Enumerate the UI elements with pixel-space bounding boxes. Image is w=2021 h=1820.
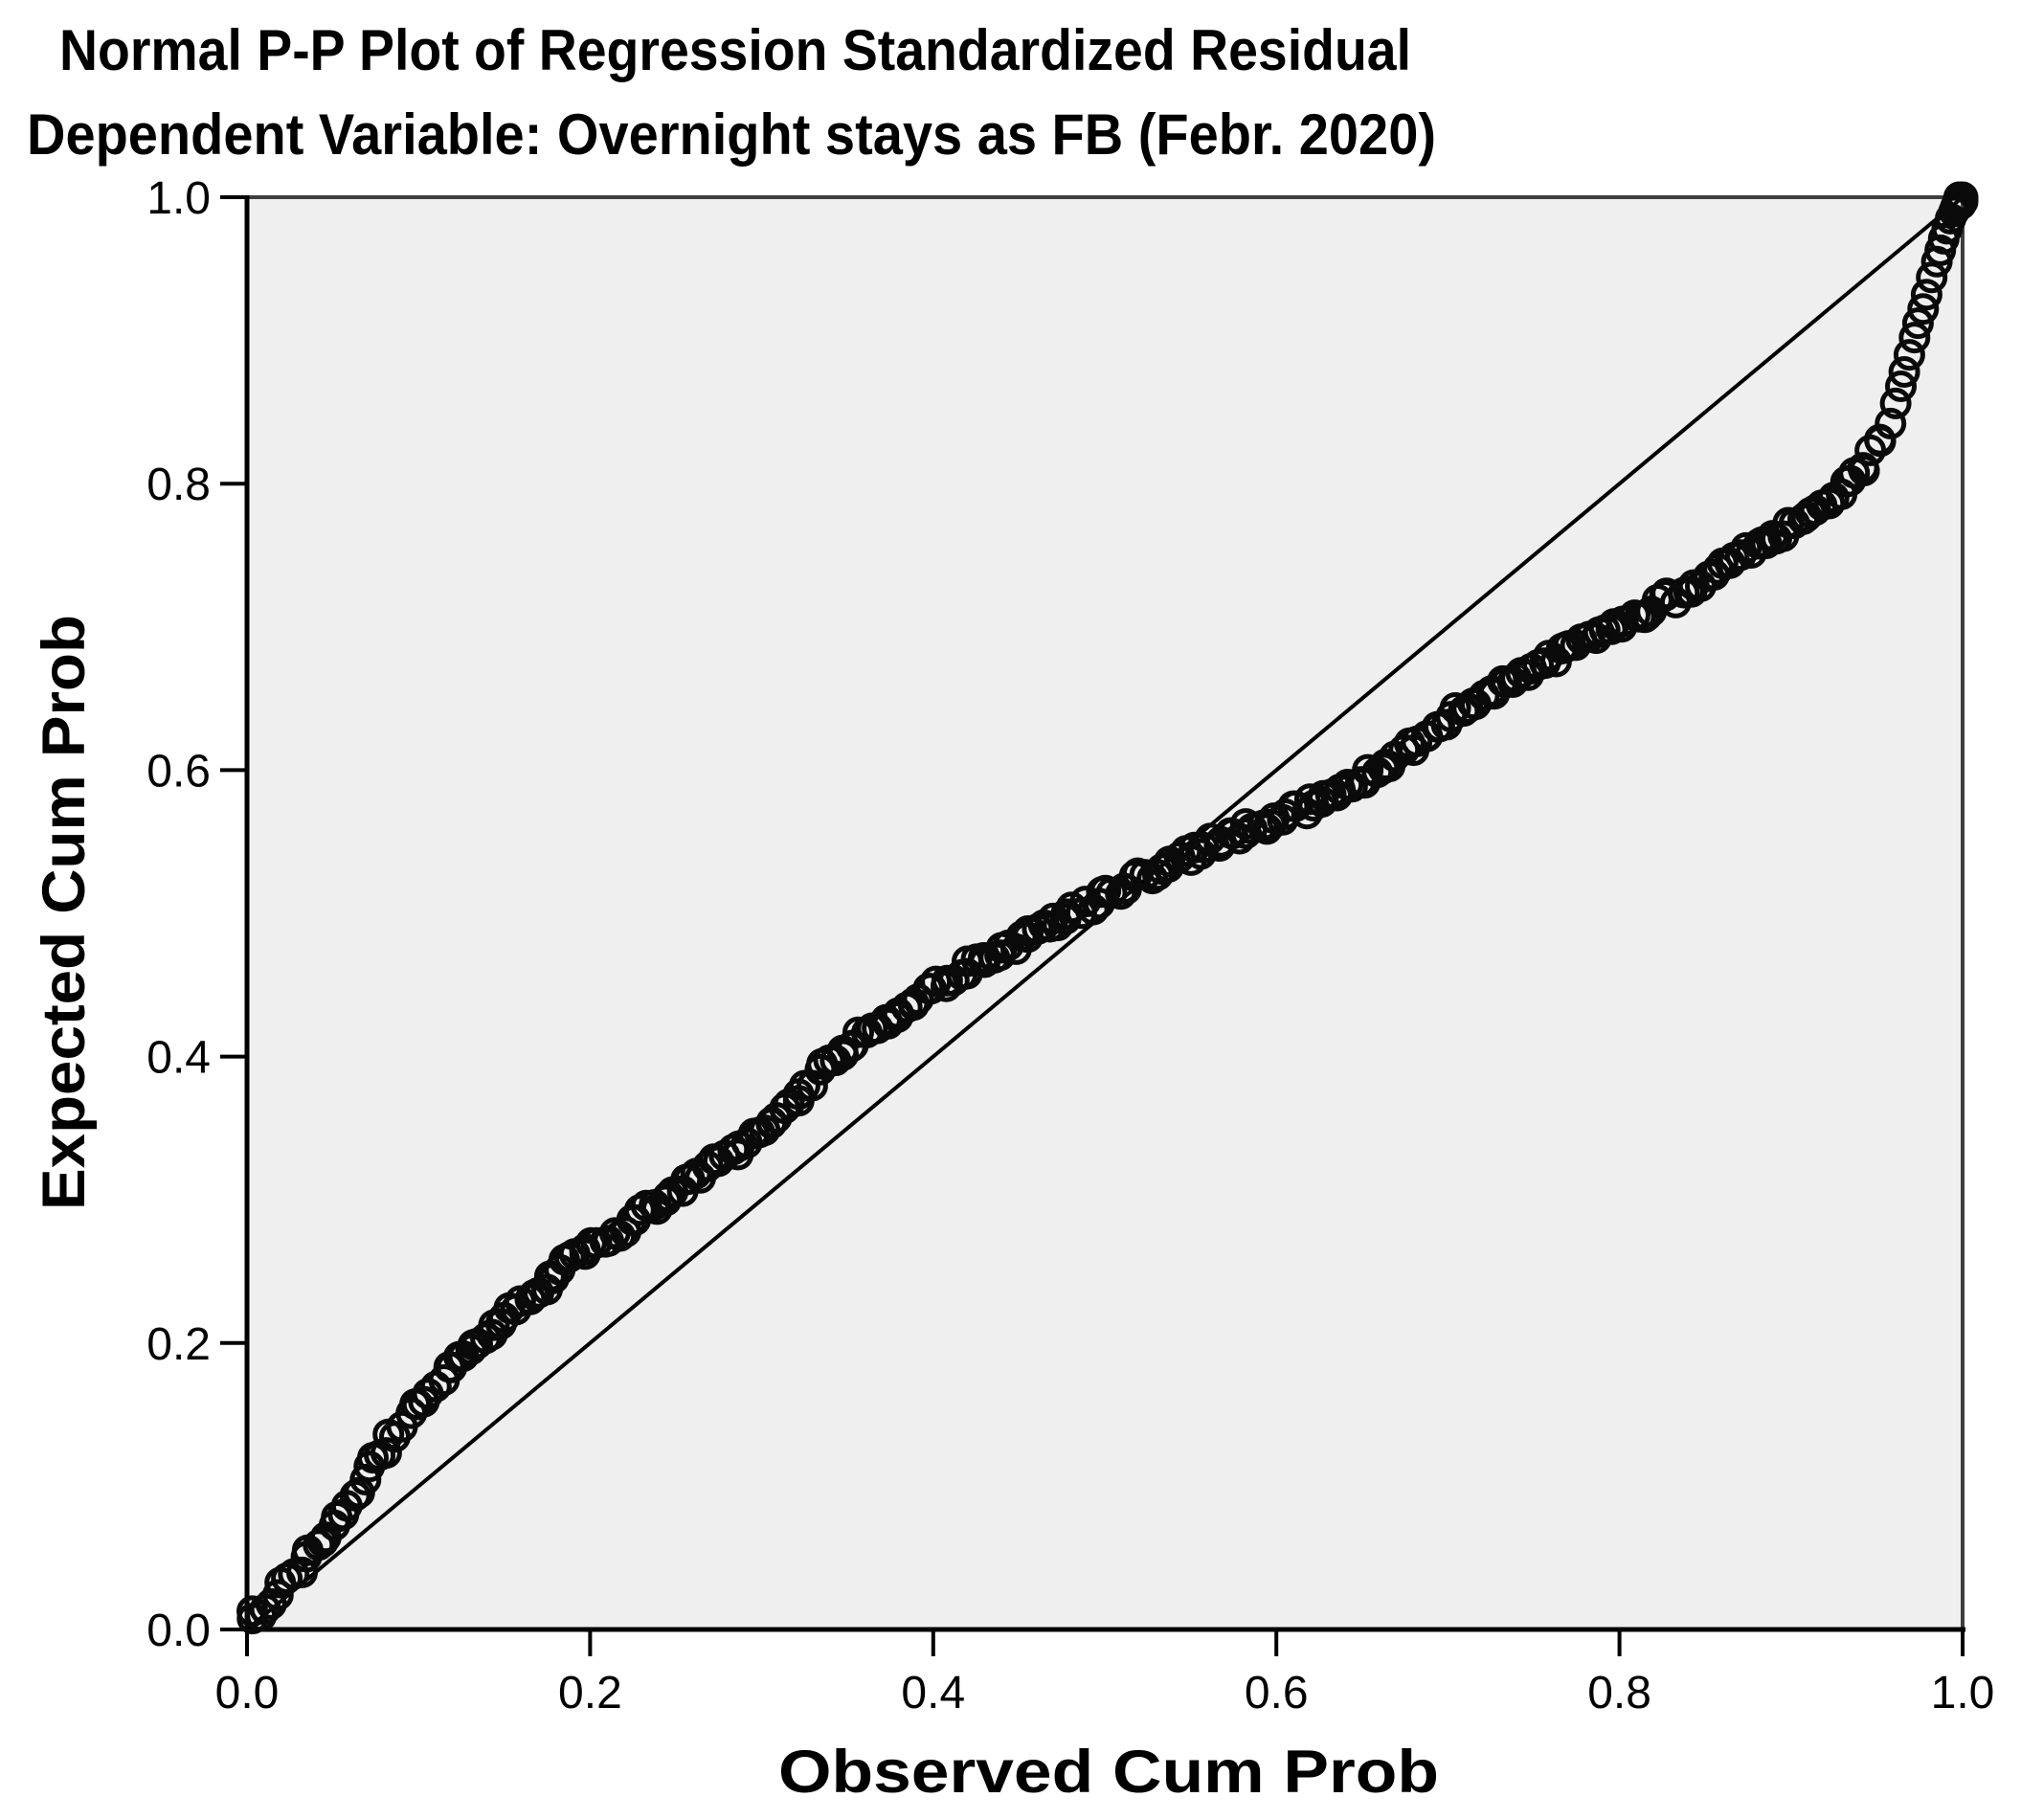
data-point <box>1864 425 1897 458</box>
x-axis-title: Observed Cum Prob <box>778 1739 1439 1806</box>
y-tick-label: 0.0 <box>146 1606 211 1656</box>
data-point <box>261 1579 294 1611</box>
y-axis-title: Expected Cum Prob <box>31 615 98 1210</box>
x-tick-label: 0.4 <box>901 1668 965 1719</box>
data-point <box>1907 293 1940 326</box>
x-tick-label: 0.8 <box>1587 1668 1651 1719</box>
chart-title: Normal P-P Plot of Regression Standardiz… <box>59 18 1411 82</box>
data-point <box>1946 183 1979 214</box>
chart-subtitle: Dependent Variable: Overnight stays as F… <box>27 102 1436 167</box>
data-point <box>1888 356 1920 388</box>
data-point <box>514 1283 547 1315</box>
y-tick-label: 0.6 <box>146 746 211 797</box>
data-point <box>370 1437 402 1470</box>
scatter-points <box>236 181 1979 1635</box>
data-point <box>827 1039 860 1071</box>
y-tick-label: 0.8 <box>146 460 211 510</box>
plot-area: 0.0 0.2 0.4 0.6 0.8 1.0 0.0 0.2 0.4 0.6 0.8 1.0 <box>146 173 1994 1719</box>
data-point <box>1893 339 1925 371</box>
y-tick-label: 0.2 <box>146 1319 211 1370</box>
data-point <box>1910 279 1942 311</box>
data-point <box>1898 322 1931 354</box>
x-tick-label: 1.0 <box>1931 1668 1995 1719</box>
data-point <box>1885 371 1917 402</box>
x-tick-label: 0.6 <box>1245 1668 1309 1719</box>
data-point <box>652 1180 685 1213</box>
data-point <box>1916 261 1948 294</box>
data-point <box>286 1556 318 1588</box>
y-tick-label: 0.4 <box>146 1033 211 1084</box>
data-point <box>1847 452 1879 484</box>
data-point <box>1630 599 1663 632</box>
data-point <box>1875 407 1907 439</box>
x-tick-label: 0.2 <box>558 1668 622 1719</box>
data-point <box>1879 387 1912 419</box>
data-point <box>1901 307 1934 340</box>
y-tick-label: 1.0 <box>146 173 211 224</box>
data-point <box>1730 531 1763 564</box>
x-tick-label: 0.0 <box>215 1668 280 1719</box>
